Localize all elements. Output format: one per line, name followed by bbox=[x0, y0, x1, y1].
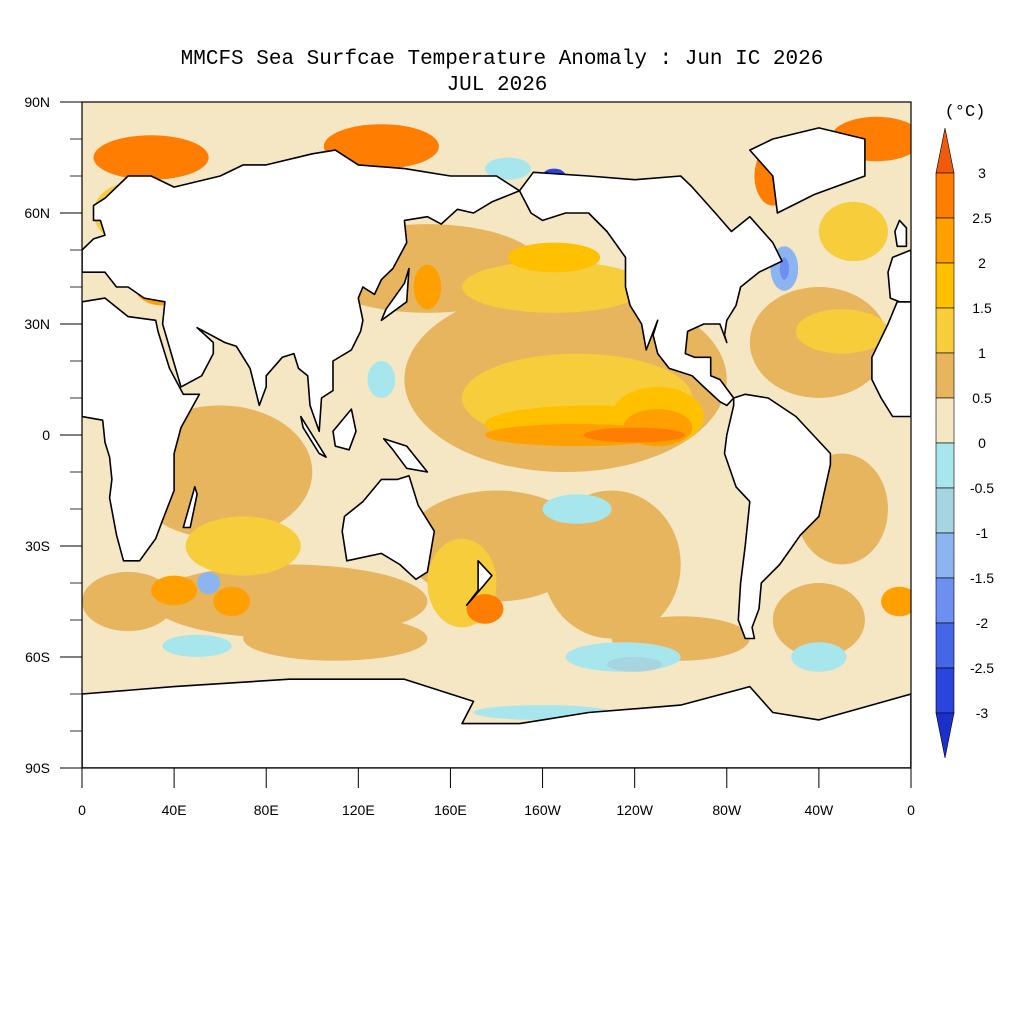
colorbar-label: -1.5 bbox=[970, 570, 994, 586]
x-tick-label: 40E bbox=[162, 802, 187, 818]
landmass bbox=[82, 297, 201, 562]
colorbar-band bbox=[935, 262, 955, 309]
x-tick-label: 160W bbox=[524, 802, 561, 818]
anomaly-region bbox=[508, 242, 601, 273]
colorbar-band bbox=[935, 577, 955, 624]
anomaly-region bbox=[795, 309, 888, 354]
colorbar-label: -1 bbox=[976, 525, 989, 541]
landmass bbox=[748, 127, 866, 214]
x-tick-label: 0 bbox=[907, 802, 915, 818]
landmass bbox=[82, 678, 911, 768]
x-tick-label: 40W bbox=[804, 802, 834, 818]
colorbar-band bbox=[935, 307, 955, 354]
x-tick-label: 160E bbox=[434, 802, 467, 818]
x-tick-label: 80W bbox=[712, 802, 742, 818]
colorbar-band bbox=[935, 217, 955, 264]
anomaly-region bbox=[484, 157, 532, 180]
y-tick-label: 0 bbox=[42, 427, 50, 443]
colorbar-band bbox=[935, 532, 955, 579]
colorbar-band bbox=[935, 442, 955, 489]
y-tick-label: 60S bbox=[25, 649, 50, 665]
landmass bbox=[332, 408, 357, 451]
axes: 0 40E 80E 120E 160E 160W 120W 80W 40W 0 90N 60N 30N 0… bbox=[24, 94, 915, 818]
anomaly-region bbox=[791, 642, 847, 672]
landmass bbox=[465, 559, 493, 607]
landmass bbox=[887, 249, 911, 303]
x-tick-label: 80E bbox=[254, 802, 279, 818]
y-tick-label: 30S bbox=[25, 538, 50, 554]
anomaly-region bbox=[197, 571, 221, 595]
anomaly-region bbox=[93, 135, 209, 180]
colorbar-label: -2.5 bbox=[970, 660, 994, 676]
anomaly-region bbox=[185, 516, 301, 576]
anomaly-region bbox=[323, 124, 439, 169]
landmass bbox=[341, 474, 436, 581]
colorbar-band bbox=[935, 487, 955, 534]
anomaly-region bbox=[162, 634, 232, 658]
colorbar-label: 0.5 bbox=[972, 390, 992, 406]
anomaly-region bbox=[82, 571, 175, 632]
colorbar-band bbox=[935, 622, 955, 669]
landmass bbox=[182, 485, 198, 529]
colorbar-unit: (°C) bbox=[945, 103, 986, 122]
y-tick-label: 90N bbox=[24, 94, 50, 110]
landmass bbox=[518, 171, 783, 407]
colorbar-top bbox=[935, 127, 955, 174]
colorbar-band bbox=[935, 397, 955, 444]
landmass bbox=[380, 267, 410, 322]
subtitle: JUL 2026 bbox=[447, 74, 548, 97]
colorbar-label: -0.5 bbox=[970, 480, 994, 496]
x-tick-label: 120W bbox=[616, 802, 653, 818]
landmass bbox=[723, 393, 832, 640]
title: MMCFS Sea Surfcae Temperature Anomaly : … bbox=[181, 48, 824, 71]
colorbar-label: 0 bbox=[978, 435, 986, 451]
anomaly-region bbox=[461, 261, 647, 313]
anomaly-region bbox=[542, 494, 612, 524]
anomaly-region bbox=[243, 616, 428, 661]
anomaly-region bbox=[818, 201, 888, 262]
colorbar-band bbox=[935, 352, 955, 399]
anomaly-region bbox=[413, 264, 442, 310]
colorbar-bottom bbox=[935, 712, 955, 759]
landmass bbox=[82, 149, 521, 433]
anomaly-region bbox=[779, 257, 789, 280]
landmass bbox=[382, 437, 429, 473]
colorbar-label: 2.5 bbox=[972, 210, 992, 226]
y-tick-label: 60N bbox=[24, 205, 50, 221]
colorbar-label: 1 bbox=[978, 345, 986, 361]
anomaly-region bbox=[151, 575, 198, 606]
anomaly-region bbox=[881, 586, 911, 617]
colorbar-label: 3 bbox=[978, 165, 986, 181]
anomaly-region bbox=[367, 361, 396, 398]
landmass bbox=[894, 219, 908, 248]
colorbar: (°C) 3 2.5 2 1.5 1 0.5 0 -0.5 -1 -1.5 -2 -2.5 -3 bbox=[935, 103, 994, 759]
landmass bbox=[299, 415, 327, 459]
colorbar-label: 2 bbox=[978, 255, 986, 271]
land bbox=[82, 127, 911, 768]
colorbar-band bbox=[935, 667, 955, 714]
anomaly-region bbox=[542, 490, 681, 639]
anomaly-region bbox=[772, 583, 865, 657]
colorbar-label: -2 bbox=[976, 615, 989, 631]
anomaly-region bbox=[466, 594, 504, 624]
y-tick-label: 90S bbox=[25, 760, 50, 776]
y-tick-label: 30N bbox=[24, 316, 50, 332]
anomaly-region bbox=[213, 586, 251, 617]
x-tick-label: 120E bbox=[342, 802, 375, 818]
colorbar-label: -3 bbox=[976, 705, 989, 721]
anomaly-region bbox=[584, 427, 686, 443]
colorbar-label: 1.5 bbox=[972, 300, 992, 316]
anomaly-region bbox=[607, 657, 663, 672]
x-tick-label: 0 bbox=[78, 802, 86, 818]
colorbar-band bbox=[935, 172, 955, 219]
